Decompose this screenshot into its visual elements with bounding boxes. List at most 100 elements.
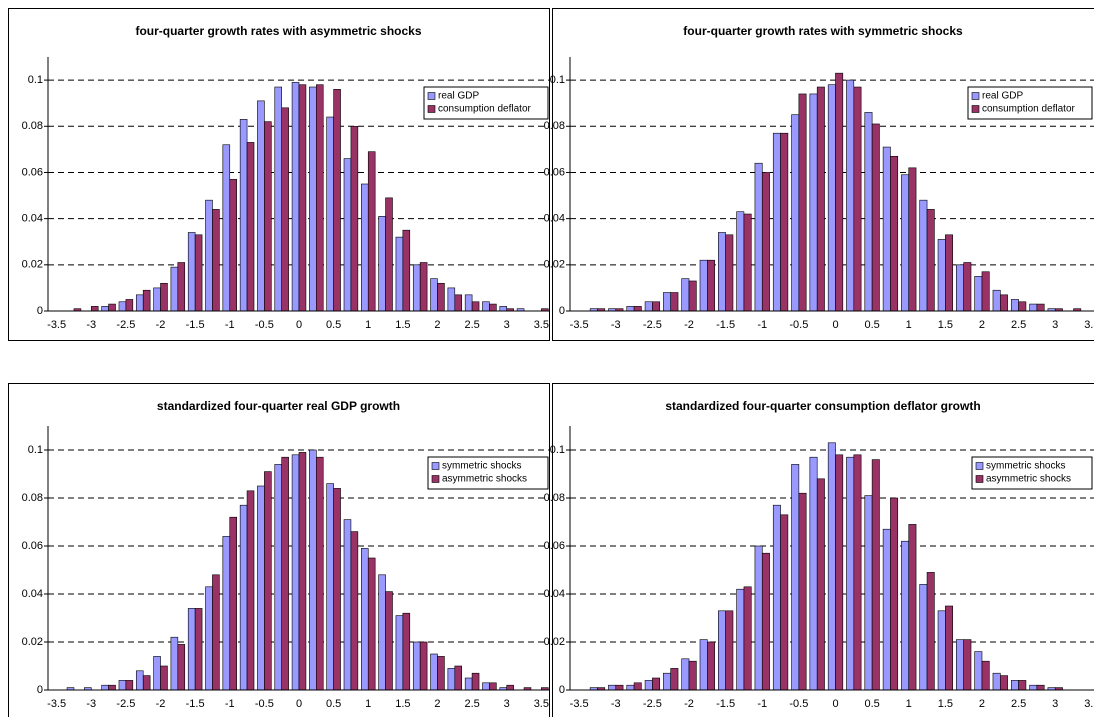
bar — [142, 289, 151, 312]
bar — [142, 675, 151, 691]
bar — [835, 72, 844, 312]
bar — [333, 488, 341, 691]
bar — [761, 552, 770, 691]
x-tick-label: 2 — [434, 319, 440, 331]
x-tick-label: 3 — [504, 319, 510, 331]
bar — [361, 183, 369, 312]
bar — [246, 490, 255, 691]
bar — [177, 644, 186, 691]
bar — [926, 572, 935, 691]
bar — [816, 86, 825, 312]
bar — [846, 79, 855, 312]
bar — [890, 497, 899, 691]
bar — [291, 82, 300, 312]
bar — [471, 301, 480, 312]
bar — [291, 454, 300, 691]
bar — [367, 151, 376, 312]
bar — [447, 668, 456, 691]
bar — [743, 213, 752, 312]
bar — [761, 172, 770, 312]
bar — [791, 464, 800, 691]
bar — [489, 303, 497, 312]
bar — [108, 303, 116, 312]
x-tick-label: 1.5 — [395, 698, 410, 710]
bar — [454, 665, 463, 691]
bar — [901, 540, 910, 691]
bar — [264, 121, 272, 312]
y-tick-label: 0.08 — [22, 120, 43, 132]
bar — [177, 262, 186, 312]
bar — [239, 119, 248, 312]
bar — [992, 672, 1001, 691]
bar — [853, 86, 862, 312]
x-tick-label: -2.5 — [116, 698, 135, 710]
bar — [670, 668, 679, 691]
x-tick-label: 3.5 — [1084, 698, 1094, 710]
bar — [633, 306, 642, 312]
x-tick-label: -1 — [757, 698, 767, 710]
legend-swatch — [975, 475, 984, 483]
x-tick-label: 0.5 — [864, 698, 879, 710]
x-tick-label: -3 — [86, 319, 96, 331]
x-tick-label: -1.5 — [716, 319, 735, 331]
y-tick-label: 0.08 — [544, 120, 565, 132]
legend-box — [971, 456, 1093, 490]
legend-label: consumption deflator — [438, 104, 532, 115]
bar — [412, 641, 421, 691]
legend-label: consumption deflator — [982, 104, 1076, 115]
bar — [350, 531, 359, 691]
y-tick-label: 0.02 — [544, 636, 565, 648]
chart-title: four-quarter growth rates with symmetric… — [683, 24, 963, 38]
bar — [644, 680, 653, 691]
x-tick-label: 0 — [296, 698, 302, 710]
legend-swatch — [975, 462, 984, 470]
bar — [419, 641, 428, 691]
bar — [212, 574, 220, 691]
bar — [780, 514, 789, 691]
bar — [205, 199, 213, 312]
y-tick-label: 0.06 — [22, 166, 43, 178]
bar — [298, 84, 307, 312]
bar — [809, 456, 818, 691]
legend-swatch — [427, 105, 436, 113]
bar — [153, 656, 161, 691]
bar — [90, 306, 99, 312]
x-tick-label: -1 — [757, 319, 767, 331]
bar — [118, 301, 127, 312]
chart-title: standardized four-quarter real GDP growt… — [157, 399, 400, 413]
bar — [754, 162, 763, 312]
y-tick-label: 0 — [559, 305, 565, 317]
x-tick-label: -2 — [156, 698, 166, 710]
bar — [412, 264, 421, 312]
legend-label: real GDP — [438, 91, 479, 102]
bar — [780, 132, 789, 312]
bar — [361, 548, 369, 691]
chart-title: four-quarter growth rates with asymmetri… — [135, 24, 421, 38]
x-tick-label: 0 — [296, 319, 302, 331]
x-tick-label: 3 — [1052, 319, 1058, 331]
bar — [919, 584, 928, 691]
bar — [772, 132, 781, 312]
bar — [670, 292, 679, 312]
bar — [229, 179, 237, 312]
bar — [309, 449, 317, 691]
y-tick-label: 0.02 — [22, 636, 43, 648]
bar — [615, 684, 624, 691]
bar — [688, 280, 697, 312]
bar — [992, 289, 1001, 312]
bar — [316, 84, 324, 312]
bar — [274, 86, 282, 312]
bar — [1018, 680, 1027, 691]
bar — [827, 84, 836, 312]
bar — [378, 216, 386, 312]
bar — [652, 301, 661, 312]
bar — [430, 653, 438, 691]
x-tick-label: 1 — [365, 319, 371, 331]
bar — [1018, 301, 1027, 312]
x-tick-label: -0.5 — [789, 319, 808, 331]
bar — [471, 672, 480, 691]
y-tick-label: 0.06 — [544, 540, 565, 552]
bar — [153, 287, 161, 312]
y-tick-label: 0 — [37, 684, 43, 696]
bar — [170, 266, 179, 312]
